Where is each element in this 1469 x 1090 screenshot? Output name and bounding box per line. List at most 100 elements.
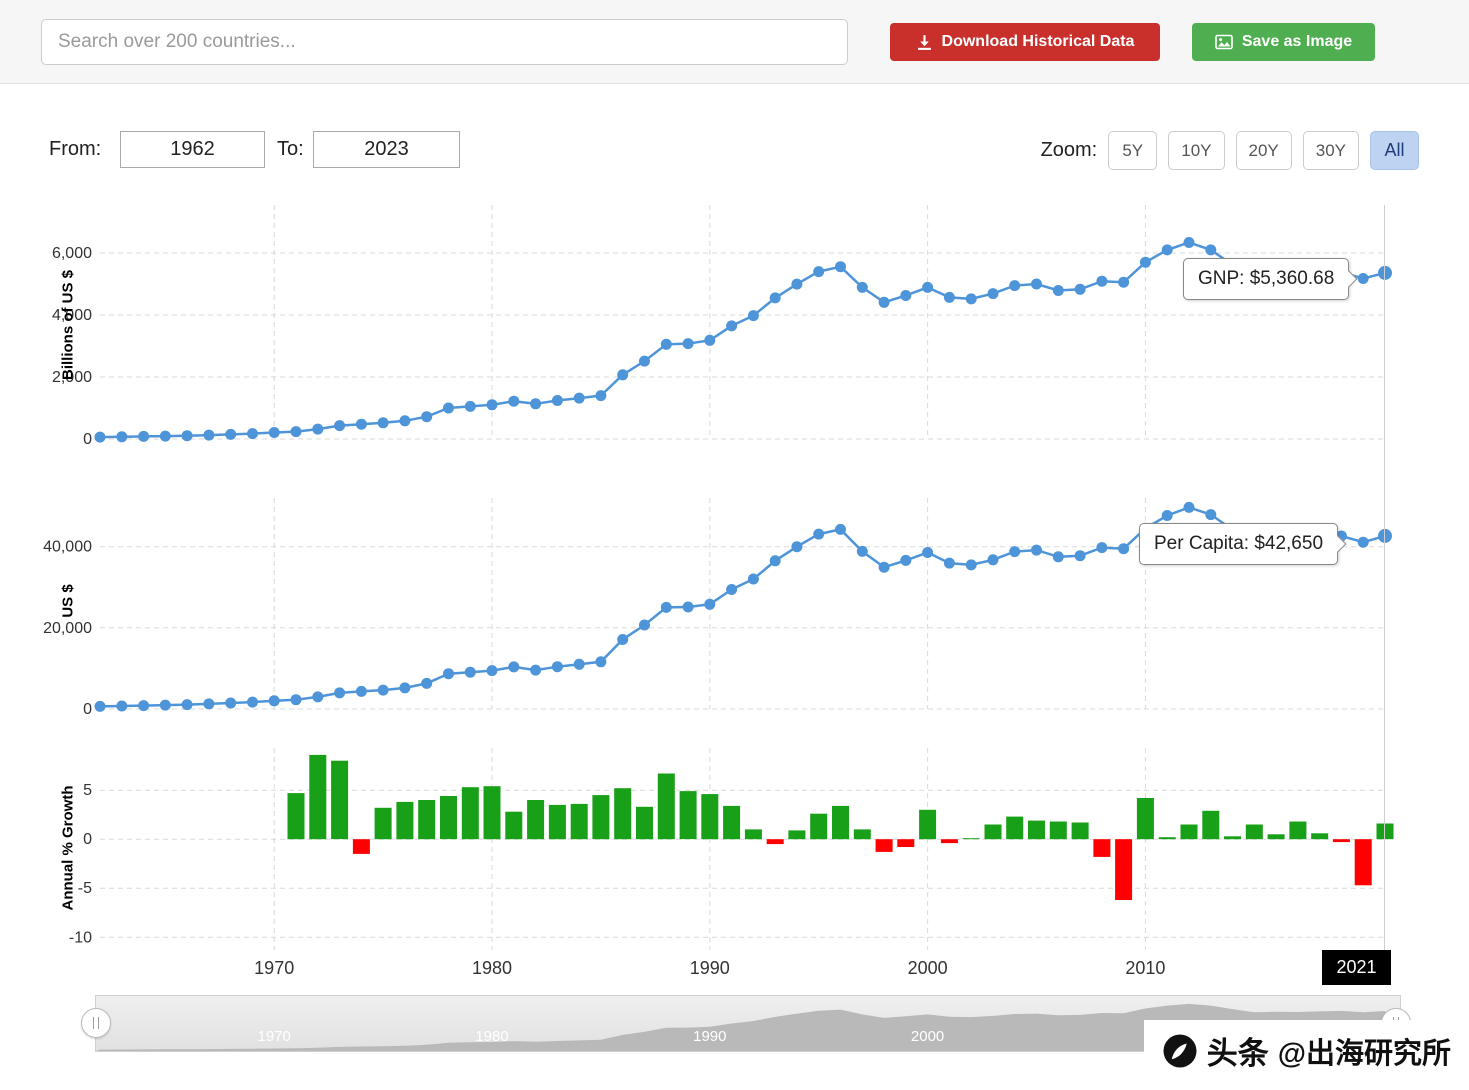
growth-bar[interactable] [744, 829, 762, 840]
save-image-button[interactable]: Save as Image [1192, 23, 1375, 61]
gnp-point[interactable] [443, 402, 454, 414]
per-capita-point[interactable] [181, 699, 193, 711]
per-capita-point[interactable] [355, 685, 367, 697]
gnp-point[interactable] [943, 291, 955, 303]
per-capita-point[interactable] [268, 695, 280, 707]
growth-bar[interactable] [701, 794, 719, 840]
growth-bar[interactable] [483, 786, 501, 840]
gnp-point[interactable] [290, 426, 302, 438]
gnp-point[interactable] [639, 355, 650, 367]
gnp-point[interactable] [987, 288, 999, 300]
gnp-point[interactable] [1118, 276, 1130, 288]
per-capita-point[interactable] [1357, 536, 1369, 548]
per-capita-point[interactable] [835, 523, 846, 535]
growth-bar[interactable] [657, 773, 675, 840]
per-capita-point[interactable] [334, 687, 346, 699]
growth-bar[interactable] [1332, 839, 1350, 843]
per-capita-point[interactable] [1009, 546, 1021, 558]
per-capita-point[interactable] [726, 584, 738, 595]
growth-bar[interactable] [940, 839, 958, 844]
gnp-point[interactable] [116, 431, 128, 443]
per-capita-point[interactable] [747, 573, 759, 585]
growth-bar[interactable] [396, 801, 414, 840]
zoom-10y-button[interactable]: 10Y [1168, 131, 1225, 170]
growth-bar[interactable] [287, 793, 305, 840]
per-capita-point[interactable] [530, 664, 542, 676]
per-capita-point[interactable] [1161, 510, 1173, 521]
growth-bar[interactable] [374, 807, 392, 840]
growth-bar[interactable] [832, 805, 849, 840]
gnp-point[interactable] [1139, 256, 1151, 268]
gnp-point[interactable] [203, 429, 215, 441]
per-capita-point[interactable] [551, 661, 563, 673]
gnp-point[interactable] [1378, 265, 1392, 280]
per-capita-point[interactable] [159, 699, 171, 711]
per-capita-point[interactable] [943, 557, 955, 569]
gnp-point[interactable] [312, 423, 324, 435]
growth-bar[interactable] [505, 811, 523, 840]
gnp-point[interactable] [856, 281, 868, 293]
growth-bar[interactable] [548, 804, 566, 840]
gnp-point[interactable] [1183, 237, 1195, 248]
per-capita-point[interactable] [1031, 544, 1042, 556]
per-capita-point[interactable] [94, 700, 106, 712]
download-button[interactable]: Download Historical Data [890, 23, 1160, 61]
growth-bar[interactable] [679, 791, 697, 840]
growth-bar[interactable] [352, 839, 370, 854]
per-capita-point[interactable] [1183, 501, 1195, 513]
per-capita-point[interactable] [486, 665, 498, 677]
per-capita-point[interactable] [247, 696, 258, 708]
per-capita-point[interactable] [987, 554, 999, 566]
growth-bar[interactable] [1028, 820, 1045, 840]
growth-bar[interactable] [636, 806, 653, 840]
per-capita-point[interactable] [225, 697, 237, 709]
gnp-point[interactable] [247, 428, 258, 440]
per-capita-point[interactable] [290, 694, 302, 706]
per-capita-point[interactable] [617, 634, 629, 645]
gnp-point[interactable] [726, 320, 738, 332]
growth-bar[interactable] [723, 805, 741, 840]
per-capita-point[interactable] [443, 668, 454, 680]
gnp-point[interactable] [377, 417, 389, 429]
gnp-point[interactable] [1357, 273, 1369, 284]
gnp-point[interactable] [835, 261, 846, 273]
per-capita-point[interactable] [1074, 550, 1086, 562]
gnp-point[interactable] [617, 369, 629, 381]
growth-bar[interactable] [853, 829, 871, 840]
per-capita-point[interactable] [639, 619, 650, 631]
growth-bar[interactable] [1136, 798, 1154, 840]
gnp-point[interactable] [660, 338, 672, 350]
gnp-point[interactable] [1031, 278, 1042, 290]
gnp-point[interactable] [181, 430, 193, 442]
growth-bar[interactable] [1267, 834, 1285, 840]
gnp-point[interactable] [922, 281, 934, 293]
per-capita-point[interactable] [660, 601, 672, 613]
gnp-point[interactable] [1096, 275, 1108, 287]
per-capita-point[interactable] [769, 555, 781, 567]
gnp-point[interactable] [1205, 244, 1217, 256]
per-capita-point[interactable] [464, 666, 476, 678]
per-capita-point[interactable] [813, 528, 825, 540]
growth-bar[interactable] [1115, 839, 1133, 900]
growth-bar[interactable] [1071, 822, 1089, 840]
per-capita-point[interactable] [595, 656, 607, 668]
growth-bar[interactable] [1202, 810, 1220, 840]
per-capita-point[interactable] [900, 554, 912, 566]
zoom-5y-button[interactable]: 5Y [1108, 131, 1158, 170]
zoom-20y-button[interactable]: 20Y [1235, 131, 1292, 170]
per-capita-point[interactable] [573, 658, 585, 670]
gnp-point[interactable] [399, 415, 411, 427]
gnp-point[interactable] [878, 296, 890, 308]
gnp-point[interactable] [1052, 285, 1064, 296]
growth-bar[interactable] [570, 803, 588, 840]
range-navigator[interactable]: 1970 1980 1990 2000 [0, 995, 1469, 1052]
gnp-point[interactable] [94, 431, 106, 443]
gnp-point[interactable] [595, 390, 607, 402]
per-capita-point[interactable] [116, 700, 128, 712]
per-capita-point[interactable] [312, 691, 324, 703]
growth-bar[interactable] [962, 838, 980, 840]
gnp-point[interactable] [791, 278, 803, 290]
gnp-point[interactable] [704, 334, 716, 346]
growth-bar[interactable] [614, 788, 632, 840]
gnp-point[interactable] [813, 266, 825, 278]
